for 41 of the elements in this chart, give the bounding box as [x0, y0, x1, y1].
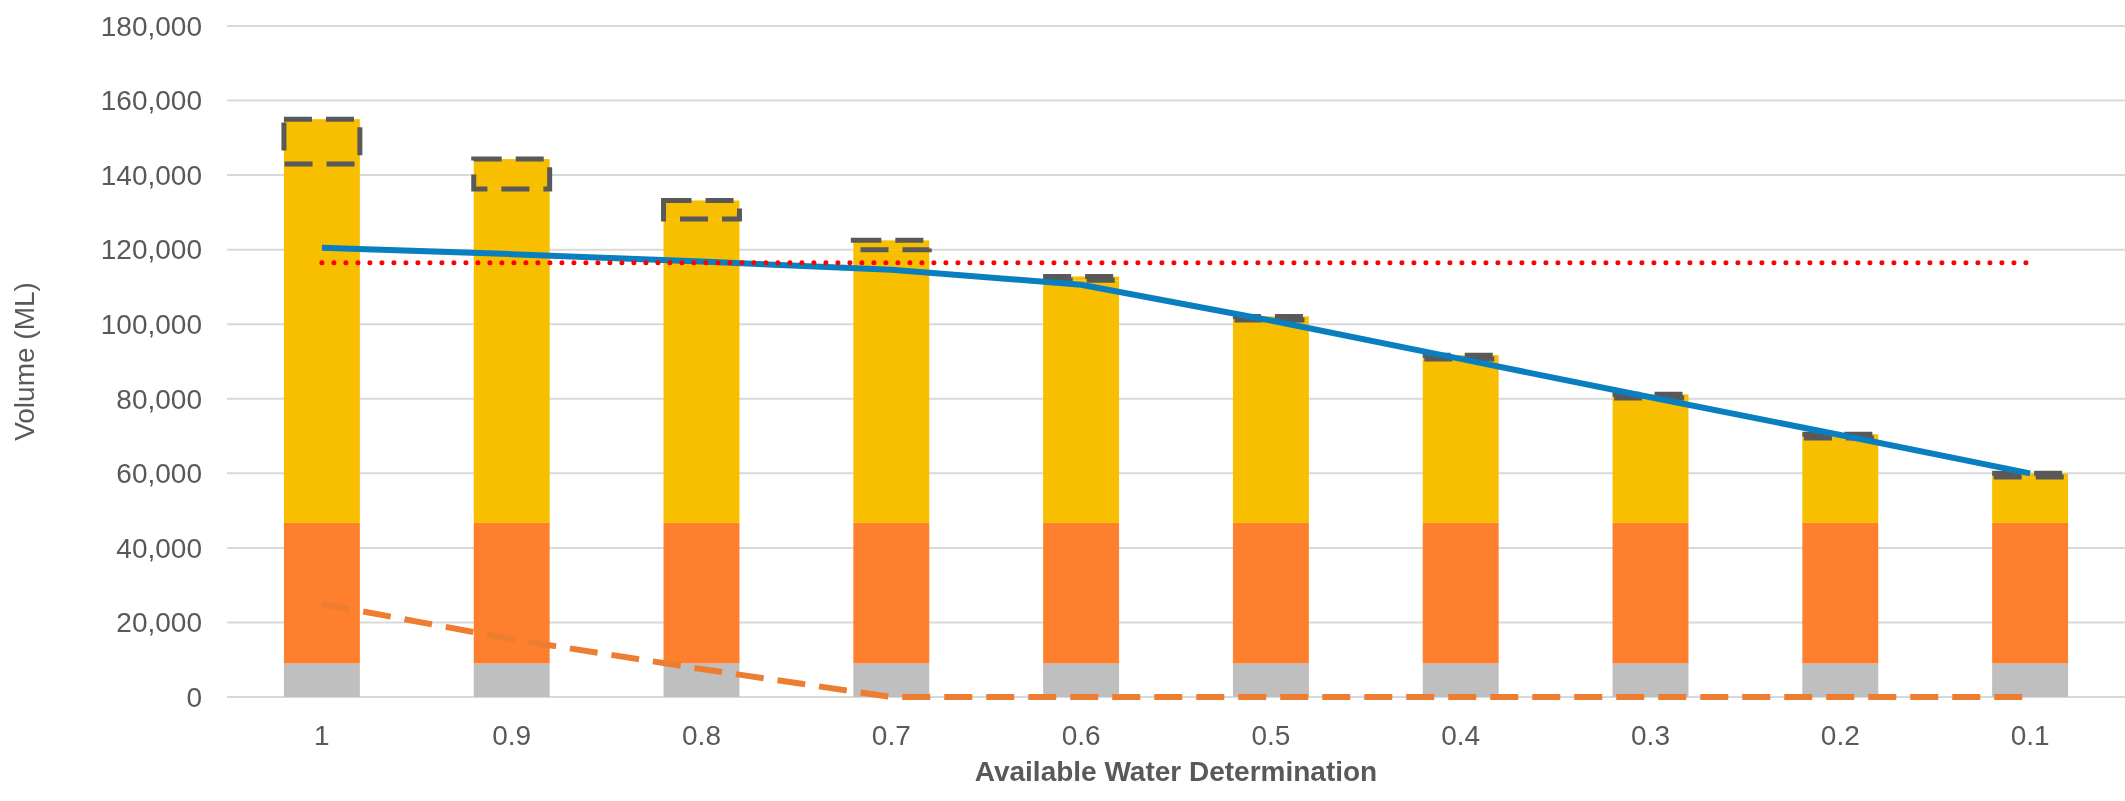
bar: [1043, 663, 1120, 697]
x-tick-label: 0.6: [1061, 720, 1101, 751]
bar: [853, 663, 930, 697]
y-tick-label: 60,000: [116, 458, 202, 490]
x-tick-label: 1: [314, 720, 330, 751]
bar: [283, 663, 360, 697]
bar: [663, 522, 740, 664]
x-tick-label: 0.2: [1820, 720, 1860, 751]
bar: [1043, 522, 1120, 664]
x-tick-label: 0.7: [871, 720, 911, 751]
bar: [1992, 663, 2069, 697]
y-tick-label: 120,000: [100, 234, 202, 266]
x-axis-title: Available Water Determination: [974, 756, 1378, 787]
bar: [473, 522, 550, 664]
bar: [1612, 663, 1689, 697]
y-tick-label: 100,000: [100, 309, 202, 341]
y-axis-title: Volume (ML): [9, 282, 40, 441]
bar: [1992, 522, 2069, 664]
y-tick-label: 0: [186, 681, 202, 713]
bar: [1802, 522, 1879, 664]
bar: [1422, 663, 1499, 697]
bar: [853, 522, 930, 664]
x-tick-label: 0.5: [1251, 720, 1291, 751]
bar: [473, 663, 550, 697]
x-tick-label: 0.4: [1441, 720, 1481, 751]
y-tick-label: 20,000: [116, 607, 202, 639]
bar: [1232, 522, 1309, 664]
y-tick-label: 160,000: [100, 85, 202, 117]
x-tick-label: 0.1: [2010, 720, 2050, 751]
bar: [1802, 663, 1879, 697]
bar: [283, 522, 360, 664]
y-tick-label: 40,000: [116, 532, 202, 564]
x-tick-label: 0.8: [682, 720, 721, 751]
bar: [1422, 522, 1499, 664]
bar: [1232, 663, 1309, 697]
y-tick-label: 80,000: [116, 383, 202, 415]
bar: [1612, 522, 1689, 664]
x-tick-label: 0.3: [1631, 720, 1670, 751]
x-tick-label: 0.9: [492, 720, 532, 751]
y-tick-label: 180,000: [100, 10, 202, 42]
y-tick-label: 140,000: [100, 159, 202, 191]
